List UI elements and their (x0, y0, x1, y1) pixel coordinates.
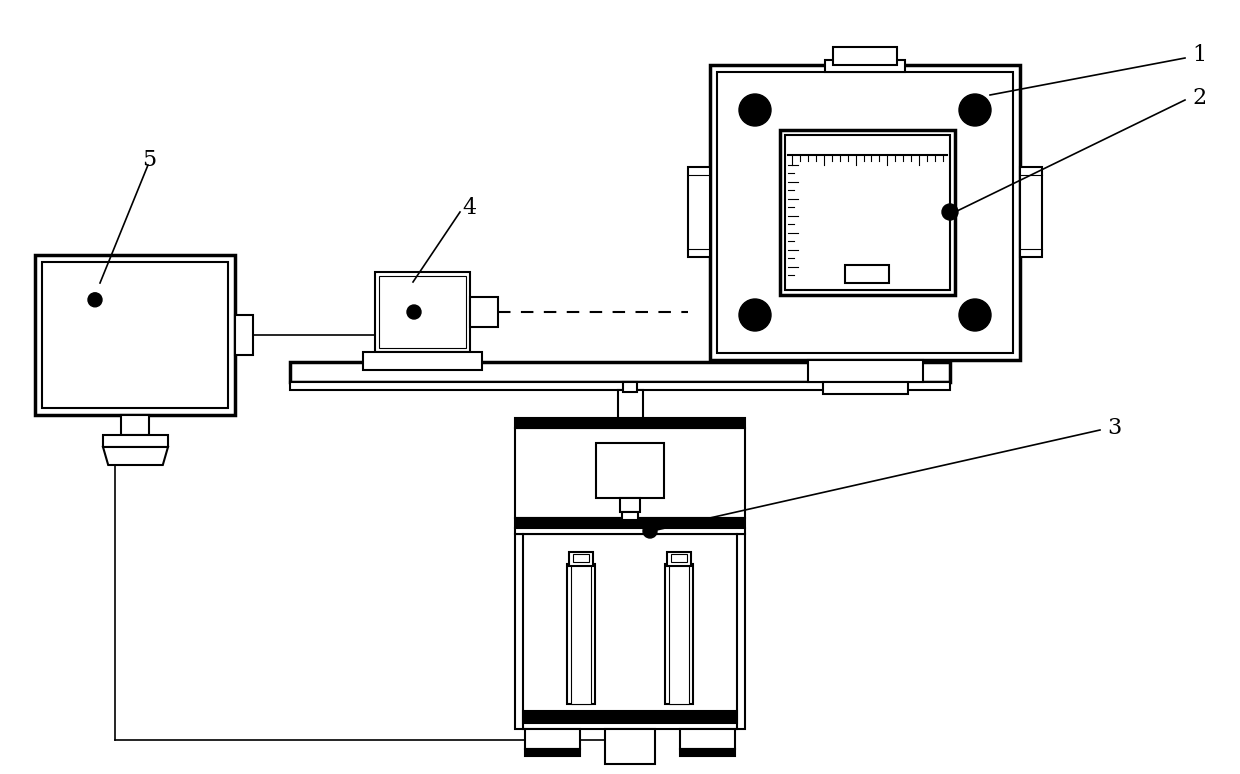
Circle shape (959, 299, 991, 331)
Bar (823, 382, 908, 394)
Bar (717, 72, 1013, 353)
Circle shape (739, 94, 771, 126)
Bar (374, 272, 470, 352)
Bar (525, 749, 580, 756)
Bar (688, 167, 711, 257)
Bar (622, 382, 637, 392)
Bar (35, 255, 236, 415)
Text: 1: 1 (1192, 44, 1207, 66)
Bar (103, 435, 167, 447)
Bar (620, 498, 640, 512)
Text: 3: 3 (1107, 417, 1121, 439)
Bar (780, 130, 955, 295)
Bar (596, 443, 663, 498)
Circle shape (739, 299, 771, 331)
Bar (515, 534, 745, 729)
Bar (808, 360, 923, 382)
Bar (680, 749, 735, 756)
Text: 5: 5 (143, 149, 156, 171)
Circle shape (959, 94, 991, 126)
Circle shape (88, 293, 102, 307)
Bar (515, 428, 745, 518)
Bar (785, 135, 950, 290)
Bar (523, 711, 737, 723)
Bar (525, 729, 580, 749)
Text: 4: 4 (463, 197, 476, 219)
Bar (833, 47, 897, 65)
Bar (844, 265, 889, 283)
Bar (569, 552, 593, 566)
Circle shape (644, 524, 657, 538)
Bar (605, 729, 655, 764)
Bar (42, 262, 228, 408)
Bar (573, 554, 589, 562)
Bar (665, 564, 693, 704)
Bar (567, 564, 595, 704)
Bar (667, 552, 691, 566)
Bar (236, 315, 253, 355)
Bar (825, 60, 905, 72)
Bar (622, 512, 639, 520)
Bar (515, 518, 745, 528)
Bar (1021, 167, 1042, 257)
Bar (290, 382, 950, 390)
Bar (671, 554, 687, 562)
Polygon shape (103, 447, 167, 465)
Text: 2: 2 (1192, 87, 1207, 109)
Circle shape (407, 305, 422, 319)
Bar (363, 352, 482, 370)
Bar (122, 415, 149, 435)
Bar (470, 297, 498, 327)
Bar (515, 528, 745, 534)
Bar (515, 418, 745, 428)
Circle shape (942, 204, 959, 220)
Bar (570, 564, 591, 704)
Bar (680, 729, 735, 749)
Bar (379, 276, 466, 348)
Bar (670, 564, 689, 704)
Bar (618, 390, 644, 418)
Bar (711, 65, 1021, 360)
Bar (290, 362, 950, 382)
